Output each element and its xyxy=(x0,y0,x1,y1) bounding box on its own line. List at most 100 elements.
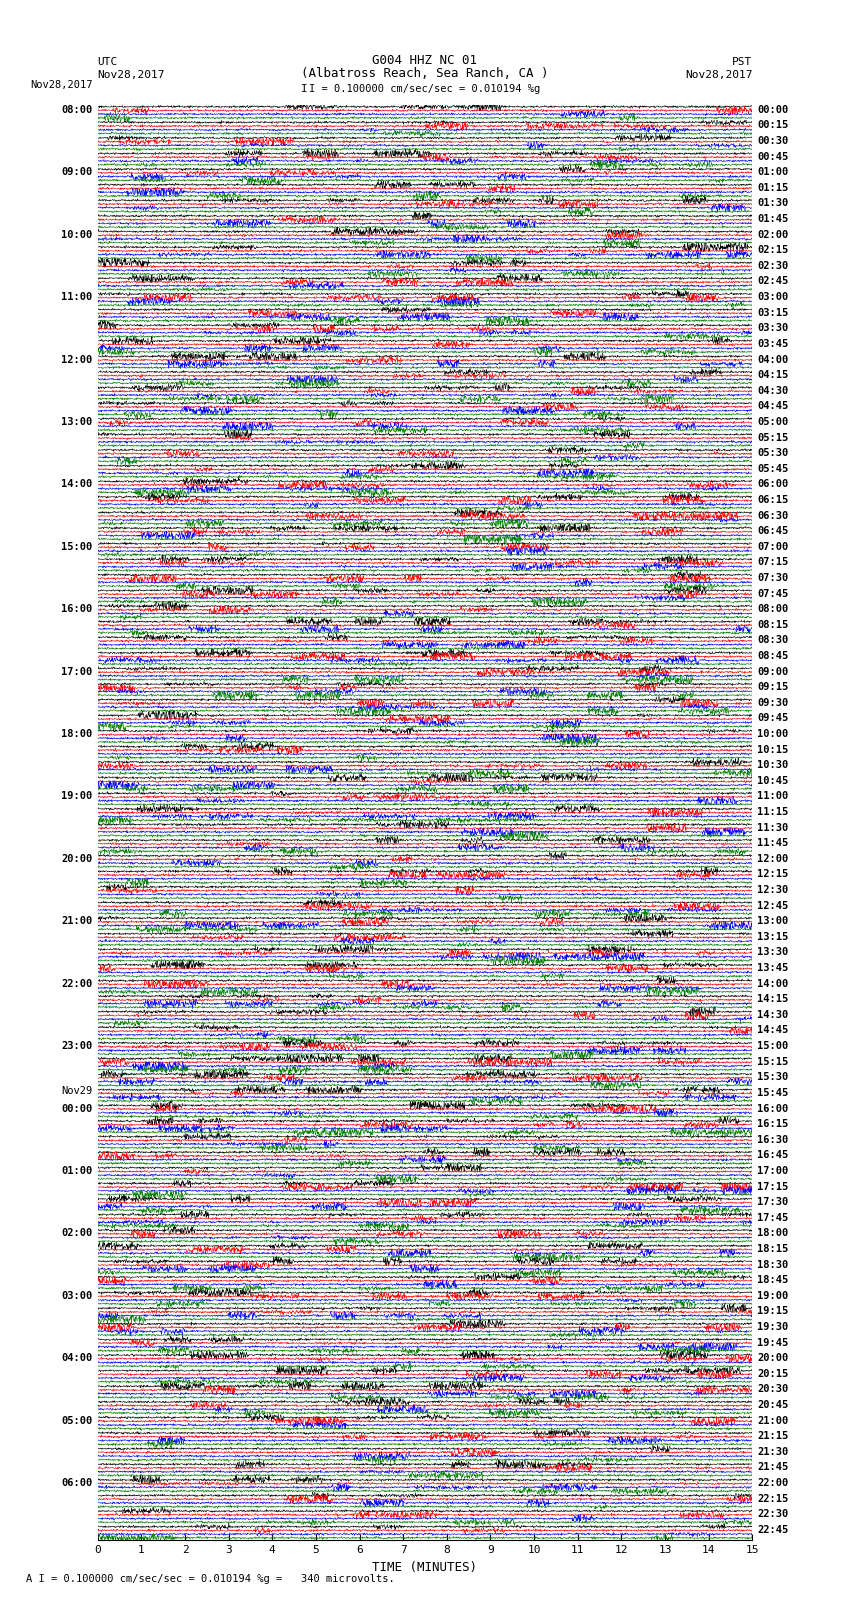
Text: 14:30: 14:30 xyxy=(757,1010,789,1019)
Text: 02:00: 02:00 xyxy=(61,1229,93,1239)
Text: 03:00: 03:00 xyxy=(757,292,789,302)
Text: UTC: UTC xyxy=(98,56,118,66)
Text: 21:15: 21:15 xyxy=(757,1431,789,1440)
Text: 16:45: 16:45 xyxy=(757,1150,789,1160)
Text: 05:00: 05:00 xyxy=(757,416,789,427)
Text: 03:00: 03:00 xyxy=(61,1290,93,1300)
Text: 03:45: 03:45 xyxy=(757,339,789,348)
Text: 08:45: 08:45 xyxy=(757,652,789,661)
Text: 07:00: 07:00 xyxy=(757,542,789,552)
Text: 08:30: 08:30 xyxy=(757,636,789,645)
Text: 08:00: 08:00 xyxy=(757,605,789,615)
Text: 11:45: 11:45 xyxy=(757,839,789,848)
Text: 04:45: 04:45 xyxy=(757,402,789,411)
Text: 09:45: 09:45 xyxy=(757,713,789,723)
Text: 06:15: 06:15 xyxy=(757,495,789,505)
Text: 18:15: 18:15 xyxy=(757,1244,789,1253)
Text: 19:00: 19:00 xyxy=(757,1290,789,1300)
Text: 22:15: 22:15 xyxy=(757,1494,789,1503)
Text: 17:00: 17:00 xyxy=(61,666,93,676)
Text: 10:15: 10:15 xyxy=(757,745,789,755)
Text: 16:00: 16:00 xyxy=(61,605,93,615)
Text: 15:45: 15:45 xyxy=(757,1087,789,1098)
Text: 10:45: 10:45 xyxy=(757,776,789,786)
Text: 02:00: 02:00 xyxy=(757,229,789,240)
Text: 04:15: 04:15 xyxy=(757,369,789,381)
Text: 12:30: 12:30 xyxy=(757,886,789,895)
Text: 01:00: 01:00 xyxy=(757,168,789,177)
Text: 13:15: 13:15 xyxy=(757,932,789,942)
Text: 15:15: 15:15 xyxy=(757,1057,789,1066)
Text: 11:15: 11:15 xyxy=(757,806,789,818)
Text: Nov28,2017: Nov28,2017 xyxy=(30,81,93,90)
Text: 09:00: 09:00 xyxy=(61,168,93,177)
Text: I = 0.100000 cm/sec/sec = 0.010194 %g: I = 0.100000 cm/sec/sec = 0.010194 %g xyxy=(309,84,541,94)
Text: 15:30: 15:30 xyxy=(757,1073,789,1082)
Text: 01:45: 01:45 xyxy=(757,215,789,224)
Text: 19:30: 19:30 xyxy=(757,1323,789,1332)
Text: 12:15: 12:15 xyxy=(757,869,789,879)
Text: 22:00: 22:00 xyxy=(757,1478,789,1489)
Text: 20:00: 20:00 xyxy=(61,853,93,865)
Text: 21:30: 21:30 xyxy=(757,1447,789,1457)
Text: 14:00: 14:00 xyxy=(61,479,93,489)
Text: 00:00: 00:00 xyxy=(61,1103,93,1113)
Text: Nov29: Nov29 xyxy=(61,1086,93,1095)
Text: 11:00: 11:00 xyxy=(757,792,789,802)
Text: 02:30: 02:30 xyxy=(757,261,789,271)
Text: 17:15: 17:15 xyxy=(757,1181,789,1192)
Text: PST: PST xyxy=(732,56,752,66)
X-axis label: TIME (MINUTES): TIME (MINUTES) xyxy=(372,1561,478,1574)
Text: 01:15: 01:15 xyxy=(757,182,789,194)
Text: 01:00: 01:00 xyxy=(61,1166,93,1176)
Text: 17:00: 17:00 xyxy=(757,1166,789,1176)
Text: 15:00: 15:00 xyxy=(757,1040,789,1052)
Text: 22:00: 22:00 xyxy=(61,979,93,989)
Text: 05:00: 05:00 xyxy=(61,1416,93,1426)
Text: 18:30: 18:30 xyxy=(757,1260,789,1269)
Text: 05:15: 05:15 xyxy=(757,432,789,442)
Text: 19:45: 19:45 xyxy=(757,1337,789,1347)
Text: 14:45: 14:45 xyxy=(757,1026,789,1036)
Text: 20:15: 20:15 xyxy=(757,1369,789,1379)
Text: 11:30: 11:30 xyxy=(757,823,789,832)
Text: 13:00: 13:00 xyxy=(61,416,93,427)
Text: 10:00: 10:00 xyxy=(61,229,93,240)
Text: G004 HHZ NC 01: G004 HHZ NC 01 xyxy=(372,53,478,66)
Text: 20:00: 20:00 xyxy=(757,1353,789,1363)
Text: 19:00: 19:00 xyxy=(61,792,93,802)
Text: 17:45: 17:45 xyxy=(757,1213,789,1223)
Text: 13:30: 13:30 xyxy=(757,947,789,958)
Text: 00:00: 00:00 xyxy=(757,105,789,115)
Text: 05:30: 05:30 xyxy=(757,448,789,458)
Text: 00:30: 00:30 xyxy=(757,135,789,147)
Text: 09:00: 09:00 xyxy=(757,666,789,676)
Text: 22:45: 22:45 xyxy=(757,1524,789,1536)
Text: 10:00: 10:00 xyxy=(757,729,789,739)
Text: 00:45: 00:45 xyxy=(757,152,789,161)
Text: 02:45: 02:45 xyxy=(757,276,789,287)
Text: 07:15: 07:15 xyxy=(757,558,789,568)
Text: Nov28,2017: Nov28,2017 xyxy=(98,69,165,79)
Text: 21:00: 21:00 xyxy=(757,1416,789,1426)
Text: 16:00: 16:00 xyxy=(757,1103,789,1113)
Text: 07:30: 07:30 xyxy=(757,573,789,582)
Text: I: I xyxy=(301,84,308,94)
Text: 05:45: 05:45 xyxy=(757,465,789,474)
Text: 17:30: 17:30 xyxy=(757,1197,789,1207)
Text: 10:30: 10:30 xyxy=(757,760,789,771)
Text: 06:30: 06:30 xyxy=(757,511,789,521)
Text: 16:30: 16:30 xyxy=(757,1134,789,1145)
Text: 09:15: 09:15 xyxy=(757,682,789,692)
Text: 18:00: 18:00 xyxy=(61,729,93,739)
Text: 16:15: 16:15 xyxy=(757,1119,789,1129)
Text: 07:45: 07:45 xyxy=(757,589,789,598)
Text: 03:30: 03:30 xyxy=(757,323,789,334)
Text: 08:00: 08:00 xyxy=(61,105,93,115)
Text: 14:00: 14:00 xyxy=(757,979,789,989)
Text: 02:15: 02:15 xyxy=(757,245,789,255)
Text: Nov28,2017: Nov28,2017 xyxy=(685,69,752,79)
Text: 04:00: 04:00 xyxy=(61,1353,93,1363)
Text: (Albatross Reach, Sea Ranch, CA ): (Albatross Reach, Sea Ranch, CA ) xyxy=(301,66,549,79)
Text: 18:00: 18:00 xyxy=(757,1229,789,1239)
